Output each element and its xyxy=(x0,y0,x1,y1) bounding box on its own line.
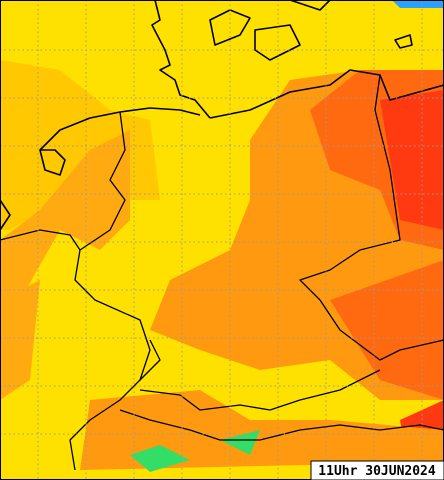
borders xyxy=(0,74,444,471)
field-red-orange-south xyxy=(330,260,444,400)
field-blue xyxy=(392,0,444,8)
timestamp-box xyxy=(310,460,444,480)
field-orange-west xyxy=(0,280,40,400)
timestamp: 11Uhr 30JUN2024 xyxy=(318,464,436,479)
field-orange xyxy=(0,130,130,300)
field-red xyxy=(380,90,444,230)
field-orange-alps xyxy=(80,390,444,470)
coastlines xyxy=(0,0,444,231)
